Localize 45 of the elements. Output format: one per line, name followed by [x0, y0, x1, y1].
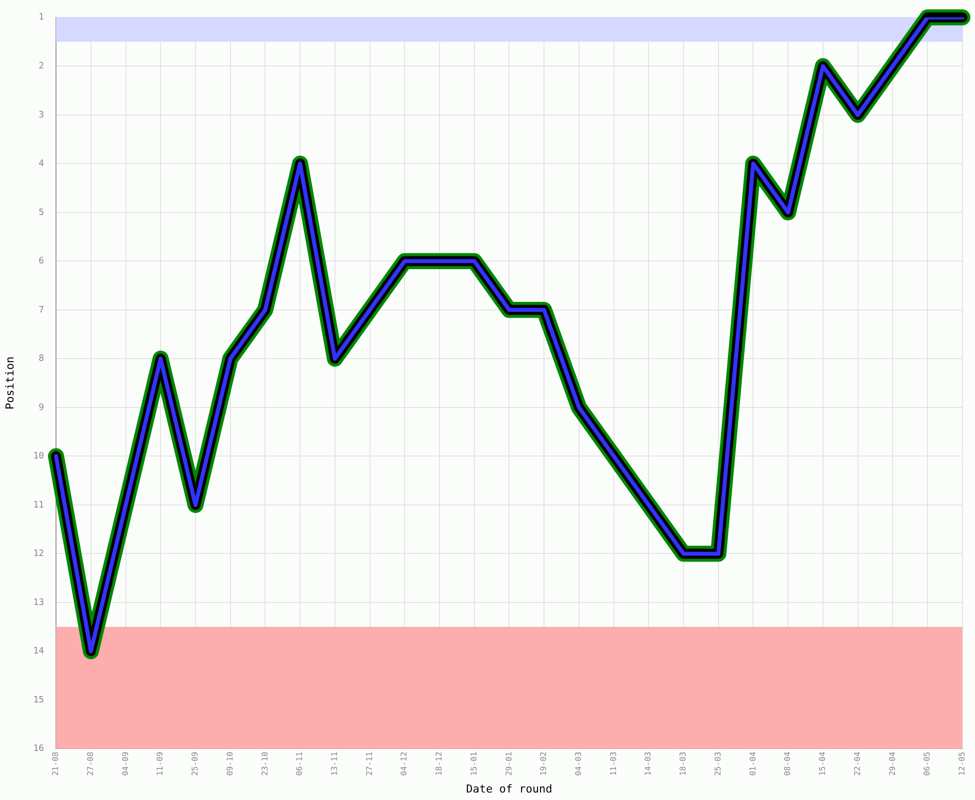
x-tick-label: 06-11: [295, 752, 304, 776]
y-tick-label: 9: [38, 402, 44, 413]
x-tick-label: 04-03: [574, 752, 584, 776]
x-tick-label: 13-11: [330, 752, 339, 776]
y-tick-label: 16: [33, 744, 44, 754]
x-tick-label: 29-04: [888, 752, 897, 776]
y-tick-label: 6: [38, 256, 44, 267]
x-tick-label: 12-05: [957, 752, 966, 776]
y-axis-title: Position: [3, 356, 16, 410]
x-tick-label: 25-03: [713, 752, 722, 776]
x-tick-label: 22-04: [852, 752, 862, 776]
x-tick-label: 27-08: [86, 752, 95, 776]
y-tick-label: 15: [33, 695, 44, 706]
y-tick-label: 10: [33, 452, 44, 462]
y-tick-label: 1: [38, 12, 44, 23]
y-tick-label: 7: [38, 305, 44, 316]
x-tick-label: 06-05: [922, 752, 932, 776]
x-tick-label: 14-03: [644, 752, 653, 776]
x-tick-label: 18-12: [434, 752, 444, 776]
y-tick-label: 12: [33, 549, 44, 560]
x-tick-label: 19-02: [539, 752, 548, 776]
x-tick-label: 11-03: [608, 752, 618, 776]
x-tick-label: 15-04: [818, 752, 828, 776]
y-tick-label: 14: [33, 646, 44, 657]
y-tick-label: 8: [38, 354, 44, 364]
y-tick-label: 11: [33, 500, 44, 510]
x-tick-label: 21-08: [51, 752, 60, 776]
y-tick-label: 3: [38, 110, 44, 120]
y-tick-label: 4: [38, 159, 44, 170]
x-tick-label: 08-04: [783, 752, 792, 776]
x-axis-title: Date of round: [466, 782, 552, 796]
x-tick-label: 27-11: [364, 752, 374, 776]
x-tick-label: 01-04: [748, 752, 758, 776]
x-tick-label: 18-03: [678, 752, 688, 776]
x-tick-label: 29-01: [504, 752, 514, 776]
y-tick-label: 5: [38, 208, 44, 218]
x-tick-label: 11-09: [156, 752, 165, 776]
y-tick-label: 13: [33, 598, 44, 608]
x-tick-label: 23-10: [260, 752, 270, 776]
x-tick-label: 04-12: [400, 752, 409, 776]
y-tick-label: 2: [38, 62, 44, 72]
x-tick-label: 09-10: [225, 752, 234, 776]
x-tick-label: 15-01: [469, 752, 478, 776]
x-tick-label: 25-09: [190, 752, 200, 776]
x-tick-label: 04-09: [120, 752, 130, 776]
